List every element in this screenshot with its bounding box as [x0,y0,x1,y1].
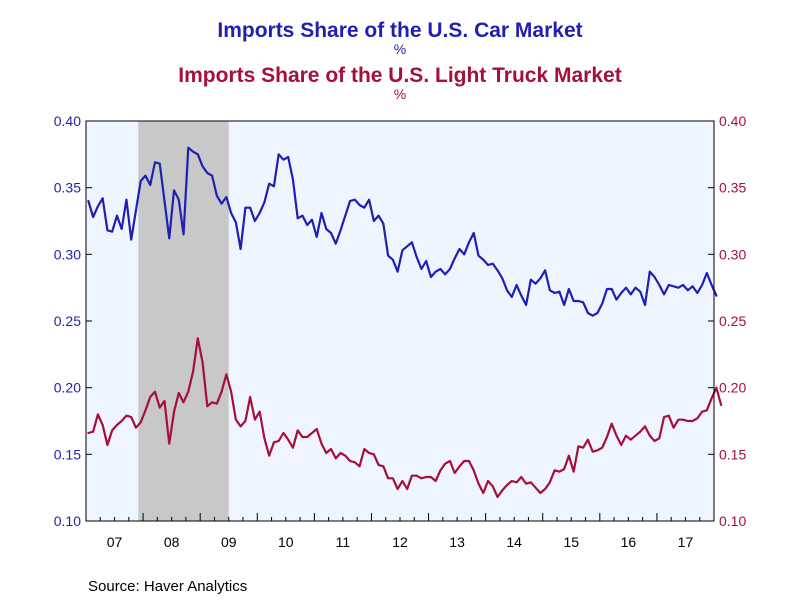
series-line-car [87,146,718,317]
x-tick-label: 15 [563,534,579,550]
y-tick-label-right: 0.15 [719,446,746,462]
x-tick-label: 12 [392,534,408,550]
x-tick-label: 17 [678,534,694,550]
y-tick-label-left: 0.35 [54,180,81,196]
y-tick-label-right: 0.25 [719,313,746,329]
source-note: Source: Haver Analytics [88,578,248,595]
y-tick-label-left: 0.10 [54,513,81,529]
y-tick-label-left: 0.40 [54,113,81,129]
y-tick-label-right: 0.35 [719,180,746,196]
chart-title-truck: Imports Share of the U.S. Light Truck Ma… [178,64,622,87]
y-tick-label-left: 0.30 [54,246,81,262]
x-tick-label: 11 [336,534,351,550]
x-tick-label: 13 [449,534,465,550]
y-tick-label-right: 0.20 [719,380,746,396]
chart-title-car: Imports Share of the U.S. Car Market [217,19,583,42]
x-tick-label: 09 [221,534,237,550]
y-tick-label-left: 0.25 [54,313,81,329]
recession-band [138,121,229,521]
y-tick-label-right: 0.30 [719,246,746,262]
y-tick-label-right: 0.10 [719,513,746,529]
series-line-truck [87,337,723,499]
x-tick-label: 10 [278,534,294,550]
unit-label-truck: % [393,86,407,102]
y-tick-label-left: 0.15 [54,446,81,462]
unit-label-car: % [393,41,407,57]
y-tick-label-left: 0.20 [54,380,81,396]
x-tick-label: 07 [107,534,123,550]
y-tick-label-right: 0.40 [719,113,746,129]
x-tick-label: 14 [506,534,522,550]
x-tick-label: 16 [621,534,637,550]
x-tick-label: 08 [164,534,180,550]
